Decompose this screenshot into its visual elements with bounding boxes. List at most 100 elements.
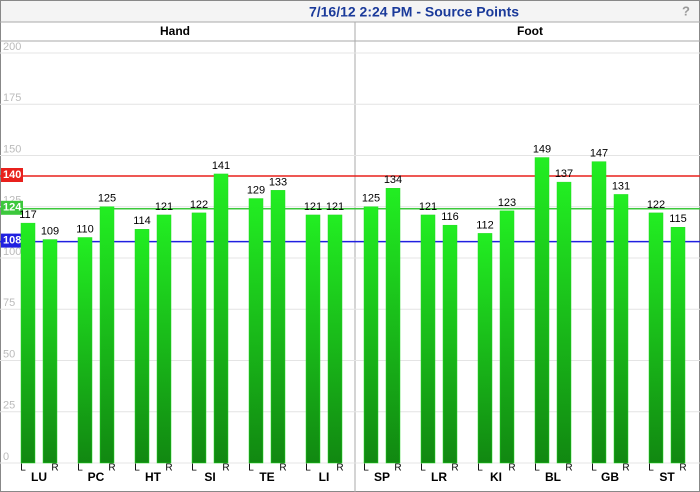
x-tick-label: LU	[31, 470, 47, 484]
bar	[42, 239, 58, 464]
reference-label-bg	[1, 200, 23, 215]
help-button[interactable]: ?	[682, 3, 690, 18]
bar	[99, 206, 115, 464]
y-tick-label: 25	[3, 400, 15, 412]
x-tick-label: GB	[601, 470, 619, 484]
panel-title: Foot	[517, 24, 543, 38]
y-tick-label: 100	[3, 246, 21, 258]
y-tick-label: 0	[3, 451, 9, 463]
x-tick-label: TE	[259, 470, 274, 484]
chart-title: 7/16/12 2:24 PM - Source Points	[309, 4, 519, 20]
series-label: L	[477, 463, 483, 474]
series-label: R	[622, 463, 629, 474]
y-tick-label: 200	[3, 41, 21, 53]
value-label: 110	[76, 223, 94, 235]
series-label: R	[51, 463, 58, 474]
value-label: 122	[190, 199, 208, 211]
value-label: 141	[212, 160, 230, 172]
panel-title: Hand	[160, 24, 190, 38]
bar	[613, 194, 629, 464]
bar	[556, 181, 572, 464]
bar	[534, 157, 550, 464]
series-label: R	[565, 463, 572, 474]
value-label: 147	[590, 148, 608, 160]
bar	[670, 227, 686, 464]
x-tick-label: HT	[145, 470, 162, 484]
series-label: L	[77, 463, 83, 474]
series-label: L	[191, 463, 197, 474]
value-label: 117	[19, 209, 37, 221]
value-label: 133	[269, 176, 287, 188]
x-tick-label: ST	[659, 470, 675, 484]
value-label: 125	[362, 193, 380, 205]
series-label: R	[108, 463, 115, 474]
value-label: 137	[555, 168, 573, 180]
reference-label-bg	[1, 233, 23, 248]
bar	[77, 237, 93, 464]
bar	[363, 206, 379, 464]
bar	[499, 210, 515, 464]
x-tick-label: SI	[204, 470, 215, 484]
y-tick-label: 175	[3, 92, 21, 104]
bar	[213, 173, 229, 464]
bar	[420, 214, 436, 464]
series-label: L	[305, 463, 311, 474]
x-tick-label: KI	[490, 470, 502, 484]
bar	[385, 188, 401, 464]
reference-label: 108	[3, 235, 21, 247]
x-tick-label: BL	[545, 470, 561, 484]
bar	[248, 198, 264, 464]
series-label: R	[165, 463, 172, 474]
value-label: 122	[647, 199, 665, 211]
series-label: R	[679, 463, 686, 474]
value-label: 125	[98, 193, 116, 205]
reference-label: 124	[3, 202, 22, 214]
series-label: L	[648, 463, 654, 474]
value-label: 121	[155, 201, 173, 213]
value-label: 129	[247, 184, 265, 196]
bar	[20, 222, 36, 464]
bar	[327, 214, 343, 464]
series-label: L	[534, 463, 540, 474]
bar	[477, 233, 493, 464]
x-tick-label: PC	[88, 470, 105, 484]
bar	[305, 214, 321, 464]
value-label: 109	[41, 225, 59, 237]
y-tick-label: 50	[3, 348, 15, 360]
bar	[270, 190, 286, 464]
value-label: 121	[419, 201, 437, 213]
series-label: L	[20, 463, 26, 474]
series-label: R	[508, 463, 515, 474]
series-label: L	[134, 463, 140, 474]
value-label: 121	[326, 201, 344, 213]
series-label: R	[451, 463, 458, 474]
series-label: R	[336, 463, 343, 474]
series-label: R	[222, 463, 229, 474]
y-tick-label: 150	[3, 143, 21, 155]
series-label: L	[420, 463, 426, 474]
value-label: 131	[612, 180, 630, 192]
x-tick-label: LR	[431, 470, 447, 484]
value-label: 114	[133, 215, 151, 227]
bar	[134, 229, 150, 464]
series-label: L	[591, 463, 597, 474]
value-label: 123	[498, 197, 516, 209]
series-label: R	[279, 463, 286, 474]
value-label: 112	[476, 219, 494, 231]
value-label: 149	[533, 143, 551, 155]
value-label: 134	[384, 174, 402, 186]
x-tick-label: LI	[319, 470, 330, 484]
value-label: 115	[669, 213, 687, 225]
series-label: L	[248, 463, 254, 474]
reference-label: 140	[3, 169, 21, 181]
series-label: L	[363, 463, 369, 474]
x-tick-label: SP	[374, 470, 390, 484]
title-bar	[1, 1, 699, 22]
bar	[591, 161, 607, 464]
y-tick-label: 75	[3, 297, 15, 309]
value-label: 116	[441, 211, 459, 223]
bar	[442, 224, 458, 464]
value-label: 121	[304, 201, 322, 213]
